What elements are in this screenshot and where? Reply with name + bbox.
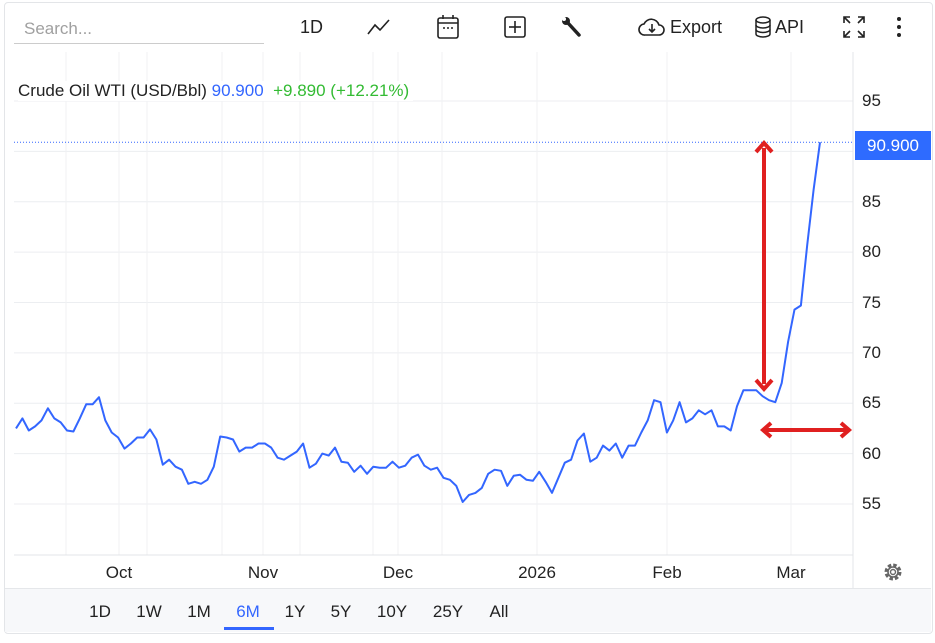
y-tick-label: 70 xyxy=(862,342,881,362)
chart-widget xyxy=(4,2,933,634)
gear-icon xyxy=(884,563,902,581)
instrument-name: Crude Oil WTI (USD/Bbl) xyxy=(18,81,207,100)
api-button[interactable]: API xyxy=(753,12,804,42)
y-tick-label: 95 xyxy=(862,91,881,110)
arrow-head-right xyxy=(839,421,853,439)
range-10y[interactable]: 10Y xyxy=(376,602,408,621)
range-1y[interactable]: 1Y xyxy=(284,602,306,621)
api-label: API xyxy=(775,16,805,37)
y-tick-label: 75 xyxy=(862,292,881,312)
interval-button[interactable]: 1D xyxy=(300,12,323,42)
range-25y[interactable]: 25Y xyxy=(432,602,464,621)
y-tick-label: 85 xyxy=(862,191,881,211)
legend-change: +9.890 (+12.21%) xyxy=(273,81,410,100)
y-tick-label: 55 xyxy=(862,494,881,513)
more-menu-button[interactable] xyxy=(893,12,905,42)
wrench-icon xyxy=(562,17,581,37)
range-1d[interactable]: 1D xyxy=(89,602,111,621)
y-tick-label: 65 xyxy=(862,393,881,413)
fullscreen-icon xyxy=(843,16,865,38)
last-price-tag: 90.900 xyxy=(855,131,931,160)
x-tick-label: Oct xyxy=(105,563,133,582)
range-selector-bar xyxy=(5,588,931,632)
search-input[interactable] xyxy=(14,14,264,44)
chart-type-button[interactable] xyxy=(366,12,392,42)
date-range-button[interactable] xyxy=(436,12,460,42)
range-5y[interactable]: 5Y xyxy=(330,602,352,621)
cloud-download-icon xyxy=(638,18,665,36)
active-range-indicator xyxy=(224,627,274,630)
range-6m[interactable]: 6M xyxy=(236,602,260,621)
x-tick-label: Feb xyxy=(652,563,682,582)
plus-box-icon xyxy=(504,16,526,38)
tools-button[interactable] xyxy=(560,12,584,42)
export-label: Export xyxy=(670,16,723,37)
database-icon xyxy=(755,16,771,38)
y-tick-label: 80 xyxy=(862,242,881,262)
line-chart-icon xyxy=(367,19,390,35)
interval-label: 1D xyxy=(300,16,324,37)
x-tick-label: Dec xyxy=(382,563,414,582)
chart-settings-button[interactable] xyxy=(881,560,905,589)
compare-button[interactable] xyxy=(503,12,527,42)
chart-legend: Crude Oil WTI (USD/Bbl) 90.900 +9.890 (+… xyxy=(18,81,414,101)
export-button[interactable]: Export xyxy=(637,12,722,42)
y-tick-label: 60 xyxy=(862,443,881,463)
range-all[interactable]: All xyxy=(489,602,509,621)
calendar-icon xyxy=(437,15,459,39)
arrow-head-down xyxy=(754,378,774,393)
arrow-head-up xyxy=(754,139,774,154)
arrow-head-left xyxy=(759,421,773,439)
legend-price: 90.900 xyxy=(211,81,264,100)
range-1m[interactable]: 1M xyxy=(187,602,211,621)
x-tick-label: 2026 xyxy=(518,563,556,582)
x-tick-label: Mar xyxy=(776,563,806,582)
fullscreen-button[interactable] xyxy=(841,12,867,42)
range-1w[interactable]: 1W xyxy=(136,602,162,621)
x-tick-label: Nov xyxy=(247,563,279,582)
price-line xyxy=(15,142,821,503)
more-vertical-icon xyxy=(897,17,901,37)
